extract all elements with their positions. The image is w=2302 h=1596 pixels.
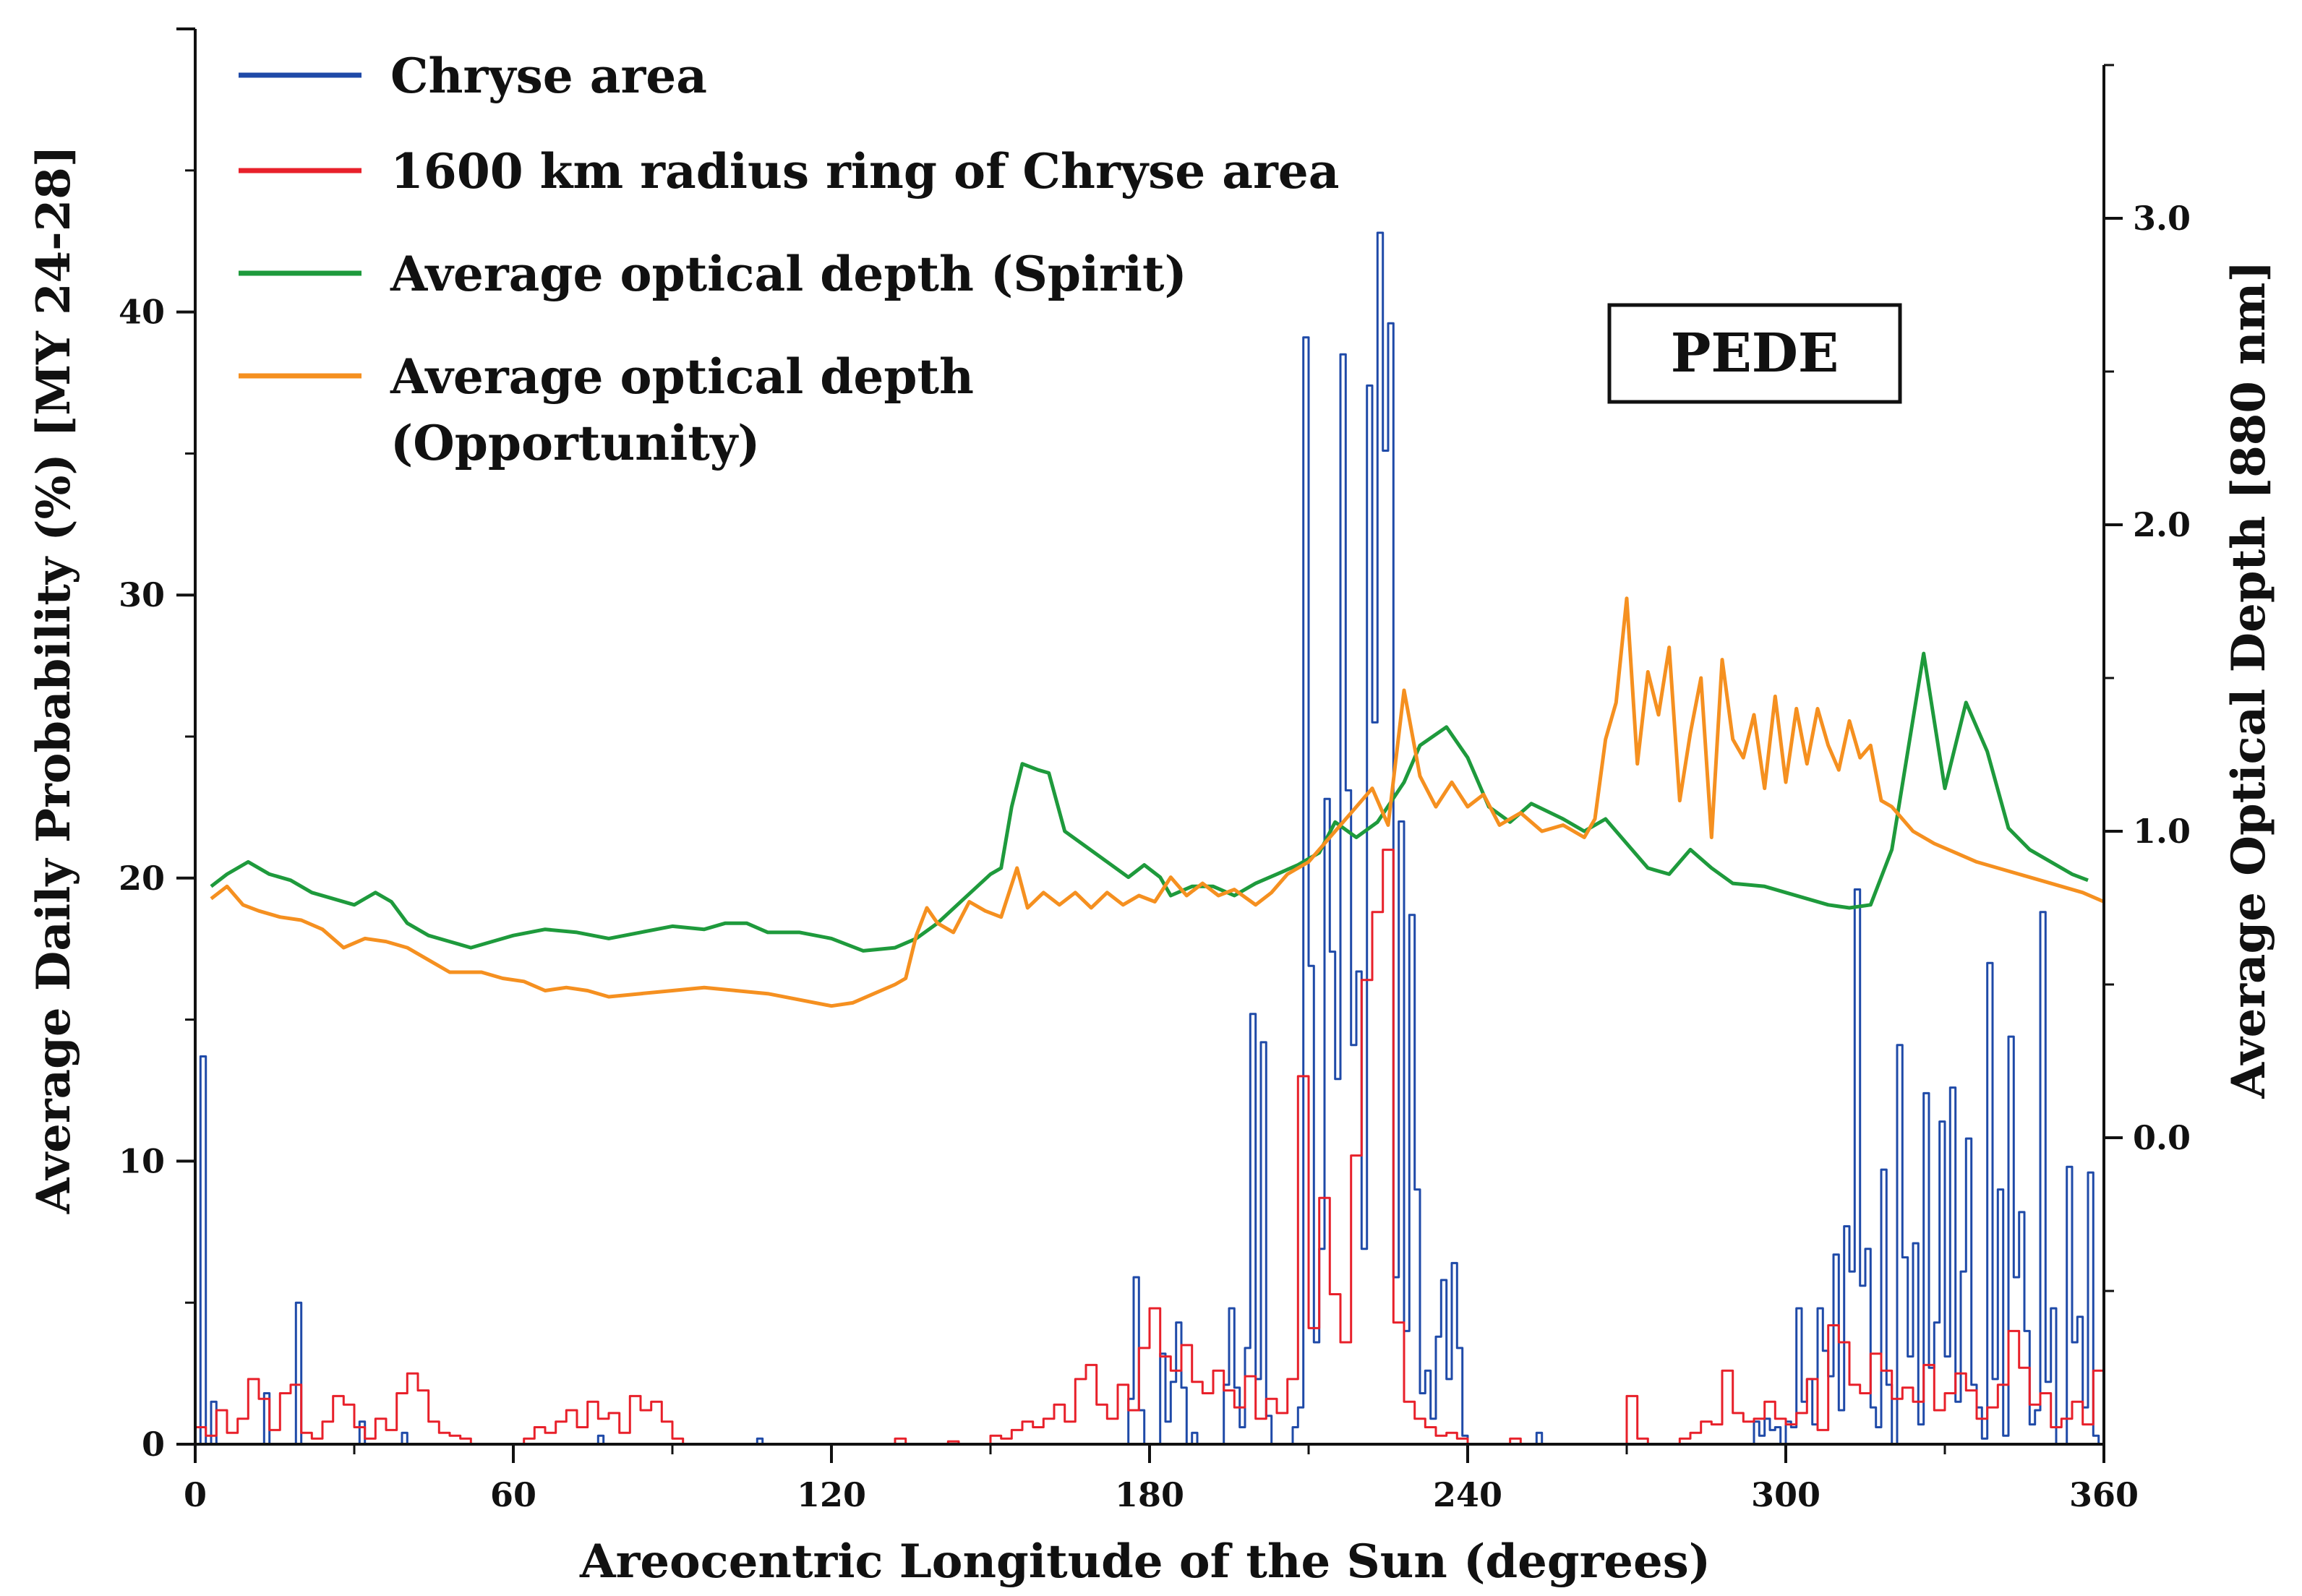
y-right-tick-label-1: 1.0 [2133, 812, 2191, 851]
y-left-tick-label-3: 30 [119, 575, 165, 614]
x-axis-title: Areocentric Longitude of the Sun (degree… [579, 1535, 1711, 1589]
legend-label-spirit: Average optical depth (Spirit) [390, 246, 1187, 302]
x-tick-label-3: 180 [1115, 1475, 1184, 1514]
series-optical-depth-spirit [210, 651, 2089, 953]
y-left-tick-label-2: 20 [119, 859, 165, 898]
axes [194, 29, 2105, 1446]
plot-area [195, 231, 2105, 1446]
y-axis-right-title: Average Optical Depth [880 nm] [2222, 260, 2276, 1099]
y-axis-left-title: Average Daily Probability (%) [MY 24-28] [27, 145, 81, 1214]
y-left-tick-label-1: 10 [119, 1141, 165, 1180]
legend-label-opportunity: Average optical depth (Opportunity) [390, 348, 990, 471]
series-ring-chryse-area [195, 849, 2105, 1446]
x-tick-label-6: 360 [2069, 1475, 2139, 1514]
x-tick-label-2: 120 [797, 1475, 866, 1514]
annotation-box: PEDE [1607, 303, 1902, 404]
legend: Chryse area 1600 km radius ring of Chrys… [239, 48, 1340, 471]
x-tick-label-0: 0 [184, 1475, 207, 1514]
legend-label-ring: 1600 km radius ring of Chryse area [390, 143, 1340, 200]
y-right-tick-label-2: 2.0 [2133, 505, 2191, 544]
x-tick-label-5: 300 [1751, 1475, 1820, 1514]
y-right-tick-label-0: 0.0 [2133, 1118, 2191, 1157]
annotation-pede: PEDE [1671, 322, 1839, 385]
ticks: 0 60 120 180 240 300 360 0 10 20 30 40 0.0 1.0 2.0 3.0 [119, 27, 2191, 1514]
legend-label-chryse: Chryse area [390, 48, 707, 104]
x-tick-label-4: 240 [1433, 1475, 1502, 1514]
y-left-tick-label-0: 0 [142, 1425, 165, 1464]
series-optical-depth-opportunity [210, 596, 2105, 1008]
y-left-tick-label-4: 40 [119, 293, 165, 332]
y-right-tick-label-3: 3.0 [2133, 199, 2191, 238]
x-tick-label-1: 60 [490, 1475, 536, 1514]
